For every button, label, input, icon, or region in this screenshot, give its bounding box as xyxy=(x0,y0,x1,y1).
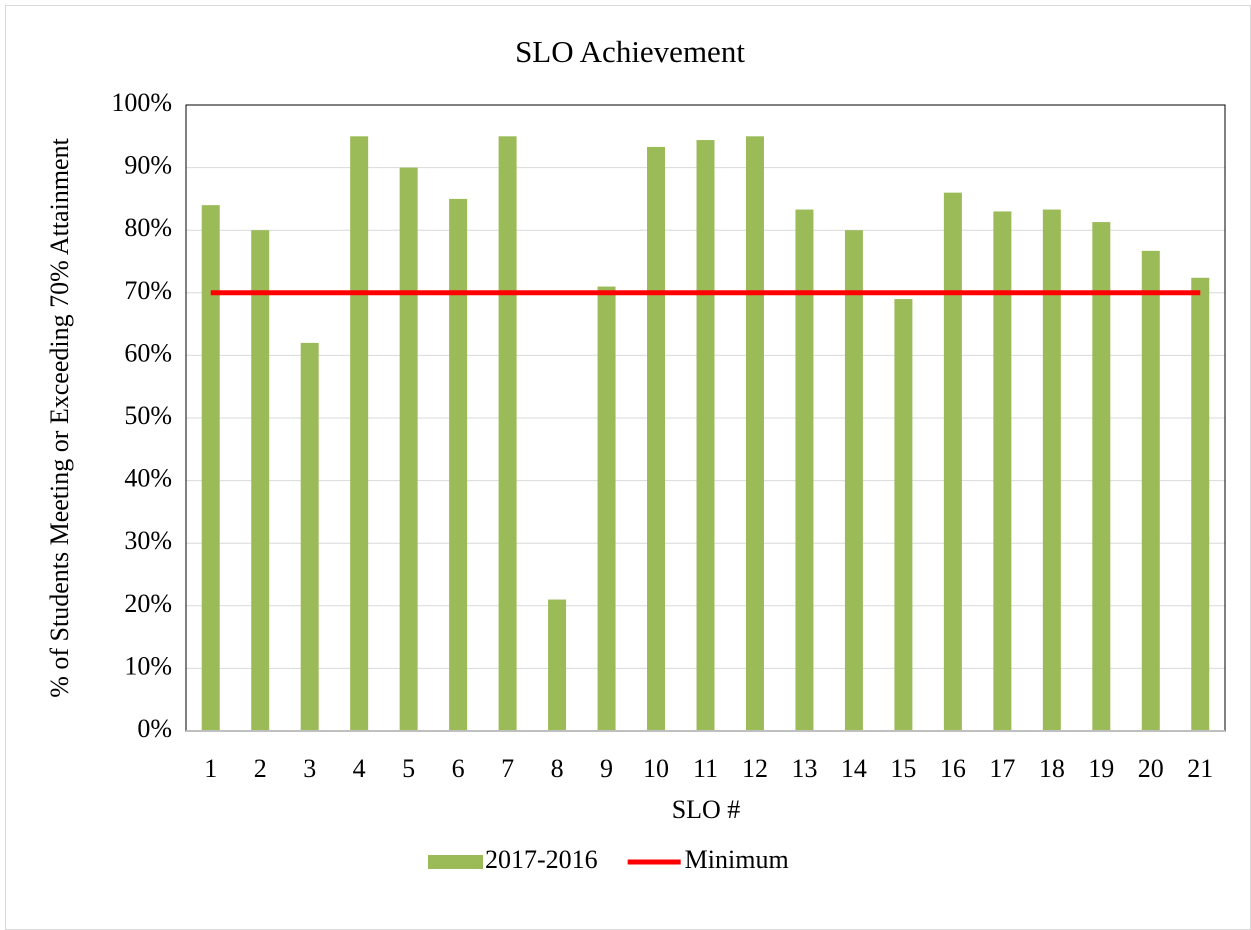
bar xyxy=(350,136,369,732)
bar xyxy=(1191,277,1210,731)
bar xyxy=(844,230,863,731)
y-tick-label: 60% xyxy=(124,338,172,367)
chart-title: SLO Achievement xyxy=(515,34,745,69)
x-tick-label: 11 xyxy=(693,754,718,783)
x-tick-label: 5 xyxy=(402,754,415,783)
y-tick-label: 10% xyxy=(124,651,172,680)
bar xyxy=(1042,209,1061,732)
x-tick-label: 4 xyxy=(353,754,366,783)
bar xyxy=(1092,222,1111,731)
bar xyxy=(993,211,1012,732)
legend-label: 2017-2016 xyxy=(485,845,598,874)
x-tick-label: 15 xyxy=(890,754,916,783)
x-tick-label: 19 xyxy=(1088,754,1114,783)
x-axis-title: SLO # xyxy=(672,795,741,824)
bar xyxy=(894,299,913,731)
legend-swatch xyxy=(428,855,483,869)
chart-border xyxy=(5,5,1251,930)
x-tick-label: 6 xyxy=(452,754,465,783)
bar xyxy=(399,167,418,732)
y-tick-label: 80% xyxy=(124,213,172,242)
bar xyxy=(201,205,220,731)
x-tick-label: 7 xyxy=(501,754,514,783)
legend-label: Minimum xyxy=(685,845,789,874)
x-tick-label: 1 xyxy=(204,754,217,783)
bar xyxy=(1141,250,1160,731)
x-tick-label: 17 xyxy=(989,754,1015,783)
bar xyxy=(647,146,666,731)
x-tick-label: 13 xyxy=(791,754,817,783)
x-tick-label: 8 xyxy=(551,754,564,783)
bar xyxy=(795,209,814,732)
bar xyxy=(943,192,962,731)
bar xyxy=(251,230,270,731)
y-tick-label: 70% xyxy=(124,276,172,305)
y-tick-label: 20% xyxy=(124,589,172,618)
bar xyxy=(745,136,764,732)
x-tick-label: 3 xyxy=(303,754,316,783)
bar xyxy=(597,286,616,731)
y-axis-title: % of Students Meeting or Exceeding 70% A… xyxy=(45,137,74,697)
x-tick-label: 9 xyxy=(600,754,613,783)
y-tick-label: 40% xyxy=(124,464,172,493)
y-tick-label: 50% xyxy=(124,401,172,430)
x-tick-label: 21 xyxy=(1187,754,1213,783)
x-tick-label: 20 xyxy=(1138,754,1164,783)
bar xyxy=(498,136,517,732)
bar xyxy=(548,599,567,731)
bar xyxy=(300,342,319,731)
x-tick-label: 10 xyxy=(643,754,669,783)
x-tick-label: 12 xyxy=(742,754,768,783)
y-tick-label: 100% xyxy=(111,88,172,117)
x-tick-label: 18 xyxy=(1039,754,1065,783)
y-tick-label: 30% xyxy=(124,526,172,555)
x-tick-label: 16 xyxy=(940,754,966,783)
bar xyxy=(696,140,715,731)
y-tick-label: 90% xyxy=(124,151,172,180)
bar xyxy=(449,198,468,731)
x-tick-label: 14 xyxy=(841,754,867,783)
y-tick-label: 0% xyxy=(137,714,172,743)
x-tick-label: 2 xyxy=(254,754,267,783)
